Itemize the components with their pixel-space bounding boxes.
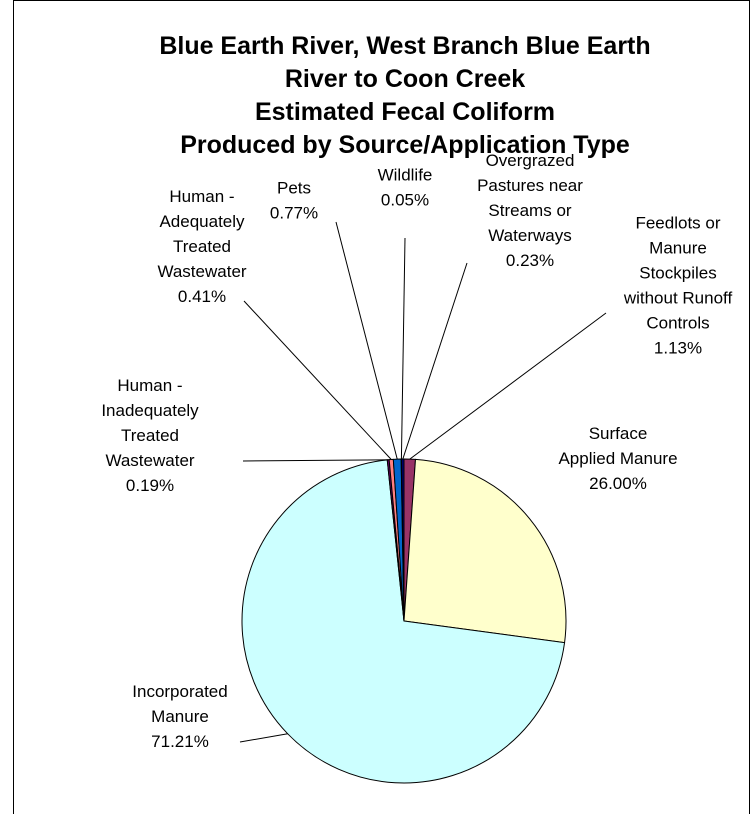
slice-label-line: Manure	[151, 707, 209, 726]
leader-line	[400, 237, 406, 460]
slice-label-line: Feedlots or	[635, 214, 720, 233]
slice-label-line: Overgrazed	[486, 151, 575, 170]
slice-label-line: Treated	[121, 426, 179, 445]
slice-label-line: Manure	[649, 239, 707, 258]
slice-label-line: Surface	[589, 424, 648, 443]
chart-border-top	[13, 0, 750, 1]
slice-label-line: Inadequately	[101, 401, 199, 420]
slice-label-line: 1.13%	[654, 339, 702, 358]
leader-line	[335, 221, 398, 460]
slice-label-line: 0.05%	[381, 191, 429, 210]
chart-title: Blue Earth River, West Branch Blue Earth…	[60, 30, 750, 162]
chart-title-line-4: Produced by Source/Application Type	[180, 131, 630, 159]
slice-label: Incorporated Manure 71.21%	[132, 682, 227, 751]
slice-label: Surface Applied Manure 26.00%	[558, 424, 677, 493]
slice-label-line: Incorporated	[132, 682, 227, 701]
slice-label-line: Human -	[169, 187, 234, 206]
leader-line	[239, 733, 288, 743]
slice-label-line: 0.23%	[506, 251, 554, 270]
chart-frame	[13, 0, 750, 814]
slice-label-line: Human -	[117, 376, 182, 395]
chart-title-line-3: Estimated Fecal Coliform	[254, 98, 556, 126]
slice-label-line: 0.77%	[270, 204, 318, 223]
chart-title-line-2: River to Coon Creek	[284, 65, 526, 93]
slice-label-line: Applied Manure	[558, 449, 677, 468]
slice-label-line: Wildlife	[378, 166, 433, 185]
leader-line	[409, 312, 607, 460]
slice-label-line: Stockpiles	[639, 264, 716, 283]
leader-line	[402, 262, 468, 460]
slice-label-line: Waterways	[488, 226, 571, 245]
slice-label-line: 0.19%	[126, 476, 174, 495]
pie-slice	[241, 459, 566, 784]
slice-label-line: 26.00%	[589, 474, 647, 493]
slice-label-line: Wastewater	[157, 262, 246, 281]
chart-title-line-1: Blue Earth River, West Branch Blue Earth	[159, 32, 651, 60]
slice-label: Overgrazed Pastures near Streams or Waterwa…	[477, 151, 583, 270]
slice-label-line: Pastures near	[477, 176, 583, 195]
slice-label: Feedlots or Manure Stockpiles without Runof…	[623, 214, 733, 358]
slice-label-line: Treated	[173, 237, 231, 256]
leader-line	[243, 300, 392, 460]
slice-label-line: Streams or	[488, 201, 571, 220]
slice-label-line: Controls	[646, 314, 709, 333]
slice-label-line: Adequately	[159, 212, 245, 231]
slice-label-line: Pets	[277, 179, 311, 198]
slice-label: Pets 0.77%	[270, 179, 318, 223]
slice-label: Wildlife 0.05%	[378, 166, 433, 210]
slice-label-line: 71.21%	[151, 732, 209, 751]
slice-label: Human - Inadequately Treated Wastewater 0.19…	[101, 376, 199, 495]
slice-label-line: without Runoff	[623, 289, 733, 308]
slice-label-line: Wastewater	[105, 451, 194, 470]
leader-line	[242, 459, 389, 462]
slice-label: Human - Adequately Treated Wastewater 0.41%	[157, 187, 246, 306]
slice-label-line: 0.41%	[178, 287, 226, 306]
pie-slice	[403, 458, 567, 644]
